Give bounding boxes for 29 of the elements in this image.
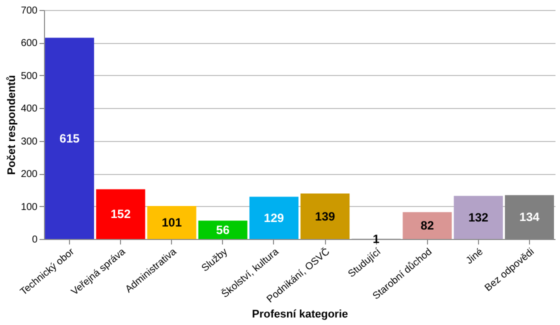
y-tick-label: 400 (20, 104, 38, 115)
data-label: 134 (519, 210, 540, 224)
data-label: 152 (110, 207, 131, 222)
bar (96, 189, 146, 239)
y-tick-label: 600 (20, 38, 38, 50)
y-tick-label: 200 (20, 169, 38, 180)
y-tick-label: 500 (20, 70, 38, 82)
data-label: 1 (372, 232, 380, 246)
data-label: 56 (216, 222, 230, 237)
data-label: 82 (420, 218, 434, 233)
data-label: 139 (315, 209, 336, 224)
x-axis-title: Profesní kategorie (252, 308, 348, 321)
data-label: 129 (264, 210, 284, 225)
data-label: 101 (162, 215, 182, 230)
data-label: 615 (60, 131, 80, 146)
y-tick-label: 300 (20, 136, 38, 148)
bar (147, 206, 196, 239)
y-tick-label: 700 (20, 6, 38, 16)
x-tick-label: Jiné (464, 246, 486, 267)
bar (249, 196, 298, 239)
y-axis-title: Počet respondentů (6, 75, 18, 175)
bar (300, 194, 350, 239)
data-label: 132 (468, 210, 489, 224)
bar (454, 196, 503, 239)
y-tick-label: 100 (20, 202, 38, 213)
y-tick-label: 0 (32, 234, 38, 246)
bar (45, 38, 94, 239)
bar (198, 220, 248, 239)
bar (402, 212, 452, 239)
